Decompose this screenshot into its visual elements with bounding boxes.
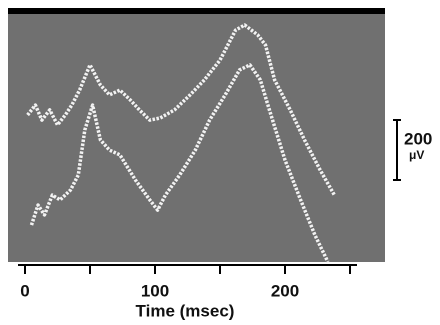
screen-top-border <box>8 8 385 14</box>
scale-bar <box>393 120 401 180</box>
scale-bar-unit: μV <box>409 148 424 162</box>
x-axis-title: Time (msec) <box>136 301 235 320</box>
x-tick-label: 200 <box>271 281 299 300</box>
scale-bar-value: 200 <box>404 129 432 148</box>
x-tick-label: 0 <box>20 281 29 300</box>
scope-screen <box>8 10 385 262</box>
x-tick-label: 100 <box>141 281 169 300</box>
chart: Time (msec) 0100200200μV <box>0 0 440 325</box>
